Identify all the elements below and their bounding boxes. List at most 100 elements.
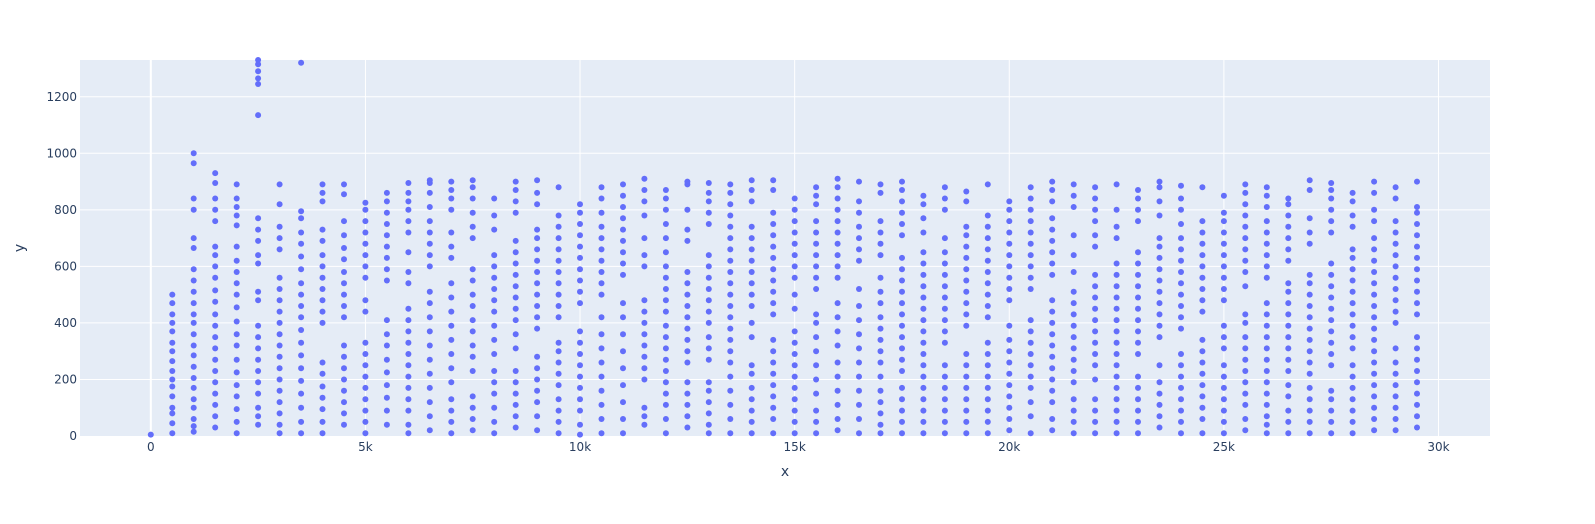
data-point — [1242, 257, 1249, 264]
data-point — [856, 401, 862, 408]
data-point — [1263, 218, 1270, 225]
data-point — [448, 195, 455, 202]
data-point — [1392, 393, 1399, 400]
data-point — [1178, 430, 1184, 437]
data-point — [469, 303, 476, 309]
data-point — [255, 237, 262, 244]
data-point — [705, 379, 712, 386]
data-point — [534, 376, 541, 383]
data-point — [255, 334, 262, 341]
data-point — [1006, 206, 1013, 213]
data-point — [298, 280, 305, 287]
data-point — [1306, 291, 1313, 298]
data-point — [1113, 317, 1120, 324]
data-point — [1242, 319, 1249, 326]
data-point — [834, 206, 841, 213]
data-point — [555, 382, 562, 389]
data-point — [233, 291, 240, 298]
data-point — [1371, 359, 1378, 366]
data-point — [662, 297, 669, 304]
data-point — [341, 232, 347, 239]
data-point — [555, 280, 562, 287]
data-point — [491, 308, 498, 315]
data-point — [748, 303, 755, 309]
y-tick-label: 800 — [54, 203, 77, 217]
data-point — [276, 235, 283, 242]
data-point — [1285, 311, 1292, 318]
data-point — [383, 198, 390, 205]
data-point — [405, 180, 412, 186]
x-tick-label: 10k — [569, 440, 591, 454]
data-point — [1156, 254, 1163, 261]
data-point — [856, 235, 862, 242]
data-point — [877, 274, 884, 281]
data-point — [813, 376, 820, 383]
data-point — [1285, 418, 1292, 425]
data-point — [1242, 401, 1249, 408]
data-point — [448, 280, 455, 287]
data-point — [963, 277, 970, 284]
data-point — [984, 223, 991, 230]
data-point — [705, 297, 712, 304]
data-point — [1156, 311, 1163, 318]
data-point — [1199, 218, 1206, 225]
data-point — [577, 221, 583, 227]
data-point — [1263, 240, 1270, 247]
data-point — [834, 263, 841, 270]
data-point — [1199, 336, 1206, 343]
data-point — [1156, 288, 1163, 295]
data-point — [1027, 252, 1034, 259]
data-point — [1049, 416, 1056, 422]
data-point — [276, 430, 283, 437]
data-point — [598, 195, 605, 202]
data-point — [1113, 407, 1120, 414]
data-point — [963, 288, 970, 295]
data-point — [383, 331, 390, 338]
data-point — [1113, 351, 1120, 357]
data-point — [920, 430, 927, 437]
data-point — [298, 314, 305, 321]
data-point — [1006, 404, 1013, 411]
data-point — [1006, 229, 1013, 236]
data-point — [555, 257, 562, 264]
data-point — [1371, 404, 1378, 411]
data-point — [1328, 328, 1335, 335]
data-point — [941, 249, 948, 256]
data-point — [169, 339, 176, 346]
data-point — [856, 303, 862, 309]
data-point — [383, 232, 390, 239]
data-point — [662, 249, 669, 256]
data-point — [362, 351, 369, 357]
data-point — [877, 229, 884, 236]
data-point — [662, 401, 669, 408]
data-point — [984, 373, 991, 380]
data-point — [1027, 413, 1034, 420]
data-point — [1092, 184, 1099, 191]
data-point — [212, 311, 219, 318]
data-point — [748, 291, 755, 298]
data-point — [190, 396, 197, 403]
data-point — [383, 221, 390, 227]
data-point — [577, 431, 583, 438]
data-point — [1135, 339, 1141, 346]
data-point — [834, 229, 841, 236]
data-point — [791, 418, 798, 425]
data-point — [727, 280, 734, 287]
data-point — [341, 256, 347, 263]
data-point — [1414, 243, 1420, 250]
data-point — [1414, 266, 1420, 273]
data-point — [190, 150, 197, 157]
data-point — [341, 410, 347, 417]
data-point — [813, 334, 820, 341]
data-point — [1349, 322, 1356, 329]
data-point — [813, 348, 820, 355]
data-point — [1220, 263, 1227, 270]
data-point — [1306, 177, 1313, 184]
data-point — [469, 353, 476, 360]
data-point — [1328, 396, 1335, 403]
data-point — [1070, 269, 1077, 275]
data-point — [1178, 373, 1184, 380]
data-point — [1049, 187, 1056, 193]
x-tick-label: 15k — [784, 440, 806, 454]
data-point — [1199, 416, 1206, 422]
